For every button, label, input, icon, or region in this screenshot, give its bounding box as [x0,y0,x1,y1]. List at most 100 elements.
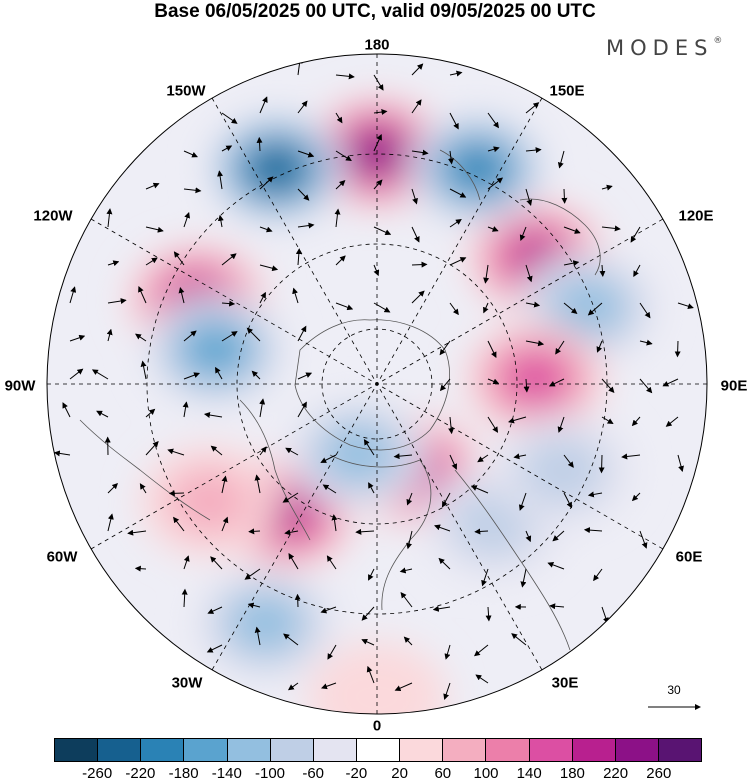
colorbar-tick-label: -180 [168,765,199,782]
wind-arrow [145,226,164,233]
lon-label-0: 0 [372,717,382,735]
wind-arrow [631,416,641,427]
wind-arrow [621,453,641,460]
wind-arrow [525,188,533,206]
wind-arrow [563,454,574,468]
wind-vectors [53,57,694,700]
wind-arrow [181,588,188,608]
wind-arrow [373,74,384,91]
wind-arrow [363,438,375,456]
wind-arrow [221,145,233,152]
wind-arrow [487,340,497,359]
wind-arrow [248,528,261,535]
anomaly-contour [451,147,504,190]
wind-arrow [411,99,422,114]
anomaly-contour [506,355,565,402]
wind-arrow [563,492,572,509]
wind-arrow [639,302,651,319]
wind-arrow [366,665,375,684]
colorbar-tick-label: 20 [391,765,408,782]
wind-arrow [183,150,198,158]
colorbar-swatch [270,739,314,761]
anomaly-contour [232,596,299,650]
wind-arrow [368,482,375,494]
wind-arrow [96,410,109,418]
wind-arrow [563,302,578,314]
wind-arrow [62,402,71,418]
wind-arrow [284,529,299,536]
wind-arrow [69,286,77,304]
wind-arrow [251,370,261,380]
wind-arrow [183,211,191,228]
colorbar-tick-label: -20 [345,765,368,782]
wind-arrow [587,302,603,316]
wind-arrow [107,513,114,532]
colorbar-tick-label: 220 [603,765,629,782]
wind-arrow [285,447,299,456]
wind-arrow [167,448,185,456]
wind-arrow [217,170,224,190]
wind-arrow [443,682,451,700]
wind-arrow [326,555,337,570]
wind-arrow [508,416,527,424]
wind-arrow [320,606,337,614]
wind-arrow [487,146,500,153]
wind-arrow [127,529,147,536]
wind-arrow [259,291,266,304]
wind-arrow [399,567,413,574]
wind-arrow [320,454,337,463]
wind-arrow [400,591,413,608]
wind-arrow [373,133,382,152]
wind-arrow [335,112,343,124]
wind-arrow [106,328,113,342]
wind-arrow [601,184,613,191]
wind-arrow [525,530,532,543]
wind-arrow [183,187,202,194]
wind-arrow [91,369,109,380]
wind-arrow [287,682,299,691]
wind-arrow [297,401,307,418]
wind-arrow [593,568,603,582]
colorbar-swatch [443,739,487,761]
coastlines [79,149,601,651]
wind-arrow [140,360,147,380]
wind-arrow [297,325,307,342]
wind-arrow [217,214,224,228]
wind-arrow [206,644,223,653]
wind-arrow [631,492,641,502]
wind-arrow [485,606,492,622]
wind-arrow [331,514,338,532]
wind-arrow [411,63,424,76]
wind-arrow [254,626,261,646]
wind-arrow [69,334,86,342]
wind-arrow [173,516,185,532]
wind-arrow [449,112,459,130]
wind-arrow [483,264,490,284]
wind-arrow [297,100,308,114]
wind-arrow [203,412,223,418]
lon-label-120e: 120E [678,207,714,225]
wind-arrow [677,302,694,310]
wind-arrow [523,378,530,393]
wind-arrow [525,147,542,154]
colorbar-tick-label: -220 [125,765,156,782]
wind-arrow [297,150,315,158]
wind-arrow [525,102,540,114]
wind-arrow [448,416,455,435]
wind-arrow [361,638,375,646]
map-title: Base 06/05/2025 00 UTC, valid 09/05/2025… [154,1,596,22]
colorbar-tick-label: 140 [516,765,542,782]
wind-arrow [335,180,346,190]
lon-label-90w: 90W [4,377,36,395]
wind-arrow [221,253,237,266]
wind-arrow [557,150,565,169]
wind-arrow [598,454,605,474]
wind-arrow [518,492,527,511]
anomaly-contour [554,280,622,334]
wind-arrow [525,264,533,283]
wind-arrow [449,257,467,266]
wind-arrow [256,136,263,152]
colorbar [54,738,702,762]
wind-arrow [439,340,451,356]
wind-arrow [633,264,641,278]
